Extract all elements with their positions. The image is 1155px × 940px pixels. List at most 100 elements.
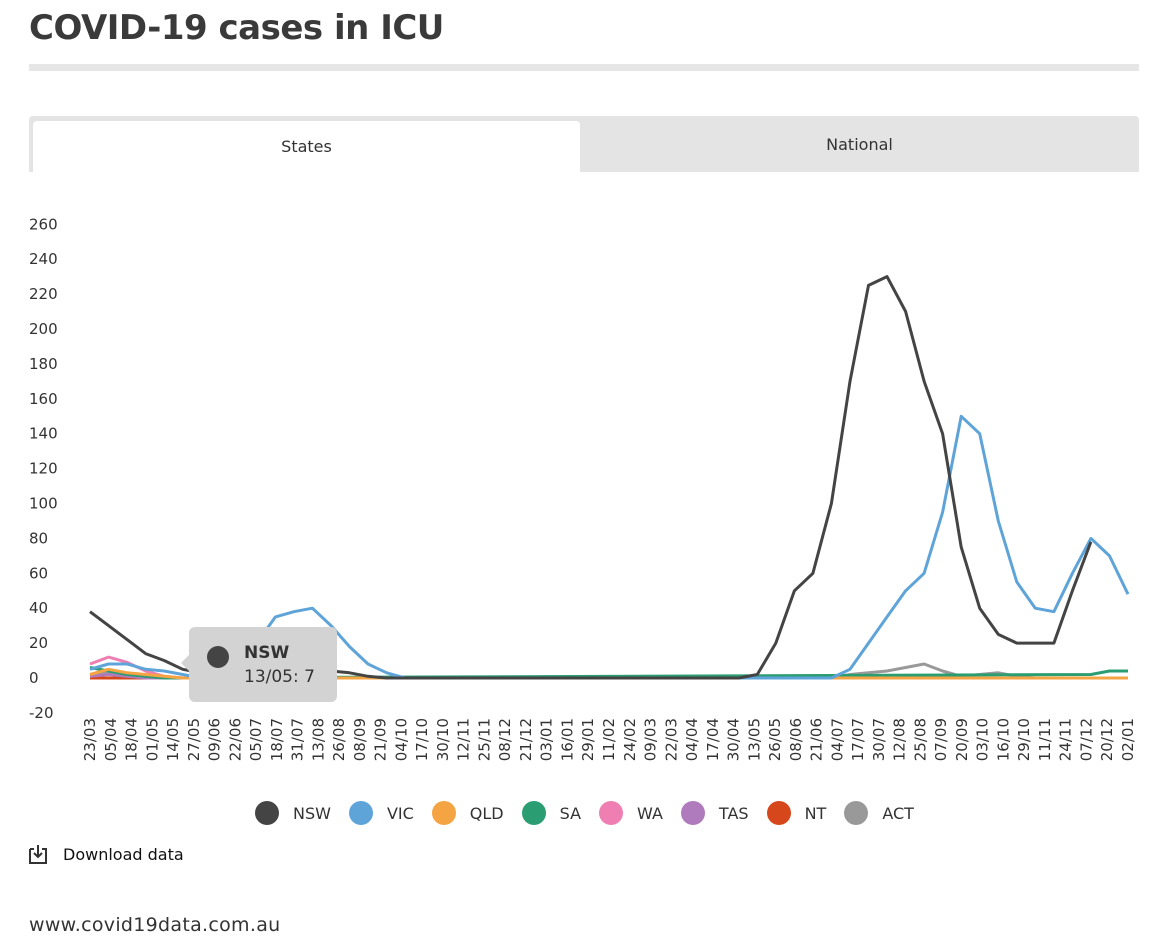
x-tick-label: 21/09 — [372, 718, 390, 761]
x-tick-label: 01/05 — [143, 718, 161, 761]
x-tick-label: 26/08 — [330, 718, 348, 761]
download-icon — [29, 845, 47, 864]
x-tick-label: 21/06 — [808, 718, 826, 761]
x-tick-label: 08/06 — [787, 718, 805, 761]
x-tick-label: 08/09 — [351, 718, 369, 761]
y-tick-label: 80 — [29, 529, 48, 547]
x-tick-label: 02/01 — [1119, 718, 1137, 761]
y-tick-label: 20 — [29, 634, 48, 652]
legend-item-vic[interactable]: VIC — [348, 801, 414, 825]
tooltip-series-name: NSW — [244, 643, 290, 663]
legend-dot — [766, 801, 791, 825]
tab-national[interactable]: National — [826, 134, 893, 154]
x-tick-label: 17/10 — [413, 718, 431, 761]
legend-label: TAS — [718, 803, 749, 823]
x-tick-label: 09/06 — [206, 718, 224, 761]
x-tick-label: 30/10 — [434, 718, 452, 761]
title-divider — [29, 64, 1139, 71]
legend-label: SA — [559, 803, 582, 823]
chart-legend: NSW VIC QLD SA WA TAS NT ACT — [255, 801, 932, 825]
x-tick-label: 08/12 — [496, 718, 514, 761]
y-tick-label: 260 — [29, 215, 58, 233]
x-tick-label: 24/11 — [1057, 718, 1075, 761]
tab-bar: States National — [29, 116, 1139, 172]
y-tick-label: 40 — [29, 599, 48, 617]
legend-label: QLD — [469, 803, 504, 823]
x-tick-label: 05/04 — [102, 718, 120, 761]
x-tick-label: 27/05 — [185, 718, 203, 761]
tab-states[interactable]: States — [33, 121, 580, 172]
y-tick-label: 180 — [29, 355, 58, 373]
x-tick-label: 18/04 — [123, 718, 141, 761]
x-tick-label: 24/02 — [621, 718, 639, 761]
y-tick-label: 60 — [29, 564, 48, 582]
series-line-nsw[interactable] — [89, 275, 1093, 680]
legend-label: ACT — [882, 803, 914, 823]
y-tick-label: 100 — [29, 495, 58, 513]
x-tick-label: 17/04 — [704, 718, 722, 761]
legend-dot — [348, 801, 373, 825]
y-tick-label: 240 — [29, 250, 58, 268]
x-tick-label: 22/06 — [226, 718, 244, 761]
site-url: www.covid19data.com.au — [29, 914, 281, 936]
x-tick-label: 07/12 — [1077, 718, 1095, 761]
legend-label: NT — [804, 803, 827, 823]
x-tick-label: 25/08 — [911, 718, 929, 761]
tooltip: NSW 13/05: 7 — [181, 627, 337, 702]
legend-item-wa[interactable]: WA — [599, 801, 663, 825]
x-tick-label: 09/03 — [642, 718, 660, 761]
x-tick-label: 29/10 — [1015, 718, 1033, 761]
legend-item-sa[interactable]: SA — [521, 801, 582, 825]
x-tick-label: 16/10 — [994, 718, 1012, 761]
x-tick-label: 04/10 — [392, 718, 410, 761]
x-tick-label: 05/07 — [247, 718, 265, 761]
legend-dot — [599, 801, 624, 825]
download-data-label: Download data — [63, 844, 184, 864]
x-tick-label: 12/11 — [455, 718, 473, 761]
series-line-qld[interactable] — [89, 667, 1128, 680]
series-line-sa[interactable] — [89, 666, 1128, 680]
x-tick-label: 26/05 — [766, 718, 784, 761]
legend-dot — [521, 801, 546, 825]
x-tick-label: 22/03 — [662, 718, 680, 761]
x-tick-label: 25/11 — [475, 718, 493, 761]
tooltip-series-dot — [207, 646, 229, 668]
x-tick-label: 04/04 — [683, 718, 701, 761]
x-tick-label: 16/01 — [558, 718, 576, 761]
x-tick-label: 04/07 — [828, 718, 846, 761]
y-tick-label: 120 — [29, 460, 58, 478]
legend-item-nt[interactable]: NT — [766, 801, 827, 825]
y-tick-label: 220 — [29, 285, 58, 303]
x-tick-label: 12/08 — [891, 718, 909, 761]
download-data-button[interactable]: Download data — [29, 844, 184, 864]
x-tick-label: 17/07 — [849, 718, 867, 761]
y-tick-label: 140 — [29, 425, 58, 443]
legend-dot — [844, 801, 869, 825]
legend-label: NSW — [293, 803, 331, 823]
x-tick-label: 29/01 — [579, 718, 597, 761]
x-tick-label: 20/09 — [953, 718, 971, 761]
x-tick-label: 03/01 — [538, 718, 556, 761]
x-tick-label: 13/08 — [309, 718, 327, 761]
icu-line-chart: 260240220200180160140120100806040200-20 … — [29, 215, 1137, 761]
x-tick-label: 20/12 — [1098, 718, 1116, 761]
x-tick-label: 23/03 — [81, 718, 99, 761]
page-title: COVID-19 cases in ICU — [29, 8, 444, 48]
legend-label: VIC — [386, 803, 414, 823]
legend-item-qld[interactable]: QLD — [431, 801, 504, 825]
legend-dot — [431, 801, 456, 825]
x-tick-label: 21/12 — [517, 718, 535, 761]
legend-item-nsw[interactable]: NSW — [255, 801, 331, 825]
x-tick-label: 30/04 — [725, 718, 743, 761]
x-tick-label: 14/05 — [164, 718, 182, 761]
legend-item-tas[interactable]: TAS — [680, 801, 749, 825]
x-tick-label: 13/05 — [745, 718, 763, 761]
x-tick-label: 31/07 — [289, 718, 307, 761]
x-tick-label: 30/07 — [870, 718, 888, 761]
legend-label: WA — [637, 803, 663, 823]
x-tick-label: 11/02 — [600, 718, 618, 761]
legend-item-act[interactable]: ACT — [844, 801, 914, 825]
x-tick-label: 18/07 — [268, 718, 286, 761]
x-tick-label: 07/09 — [932, 718, 950, 761]
y-tick-label: 200 — [29, 320, 58, 338]
